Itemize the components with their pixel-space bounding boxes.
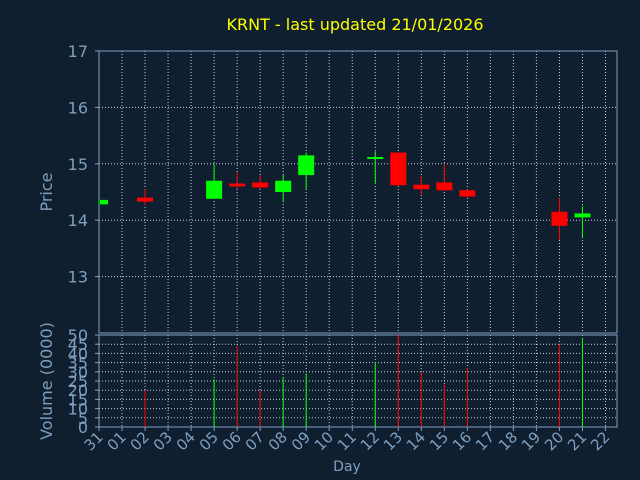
volume-series [144, 335, 583, 427]
candle-body-12 [367, 157, 384, 160]
volume-tick-label-30: 30 [68, 363, 88, 382]
volume-tick-label-40: 40 [68, 344, 88, 363]
volume-tick-label-20: 20 [68, 381, 88, 400]
price-panel-grid [98, 50, 617, 333]
candle-12 [367, 151, 384, 184]
volume-tick-label-50: 50 [68, 326, 88, 345]
price-axis-ticks: 13 14 15 16 17 [68, 42, 99, 287]
candle-body-16 [459, 190, 476, 197]
candle-body-15 [436, 182, 453, 191]
candle-14 [413, 176, 430, 195]
volume-tick-label-5: 5 [78, 409, 88, 428]
volume-tick-label-15: 15 [68, 390, 88, 409]
price-tick-label-16: 16 [68, 98, 88, 117]
candlestick-series [98, 151, 591, 240]
candle-08 [275, 175, 292, 202]
volume-panel-grid [98, 334, 617, 428]
candle-body-21 [574, 213, 591, 218]
candle-31 [98, 199, 108, 205]
candle-body-09 [298, 155, 315, 176]
candle-body-13 [390, 152, 407, 186]
candle-05 [206, 163, 223, 199]
price-panel-frame [98, 50, 618, 334]
price-axis-label: Price [37, 172, 56, 211]
volume-tick-label-25: 25 [68, 372, 88, 391]
candle-body-08 [275, 180, 292, 192]
volume-tick-label-35: 35 [68, 354, 88, 373]
candle-06 [229, 172, 246, 190]
chart-title: KRNT - last updated 21/01/2026 [226, 15, 483, 34]
candle-body-06 [229, 183, 246, 187]
candle-09 [298, 152, 315, 190]
price-tick-label-17: 17 [68, 42, 88, 61]
candle-02 [137, 189, 154, 205]
volume-tick-label-0: 0 [78, 418, 88, 437]
volume-tick-label-45: 45 [68, 335, 88, 354]
candle-16 [459, 189, 476, 198]
candle-20 [551, 197, 568, 240]
candle-13 [390, 152, 407, 187]
candle-07 [252, 175, 269, 190]
x-axis-label: Day [333, 459, 361, 475]
candle-body-31 [100, 199, 108, 205]
candle-body-14 [413, 184, 430, 190]
volume-tick-label-10: 10 [68, 400, 88, 419]
x-tick-label-22: 22 [587, 428, 613, 454]
price-tick-label-13: 13 [68, 268, 88, 287]
candle-21 [574, 206, 591, 238]
x-axis-ticks: 3101020304050607080910111213141516171819… [81, 427, 613, 454]
candle-body-05 [206, 180, 223, 199]
volume-axis-label: Volume (0000) [37, 322, 56, 440]
price-tick-label-14: 14 [68, 211, 88, 230]
candle-body-02 [137, 197, 154, 202]
candle-15 [436, 163, 453, 191]
candle-body-07 [252, 182, 269, 188]
candle-body-20 [551, 211, 568, 226]
price-tick-label-15: 15 [68, 155, 88, 174]
price-panel-border [98, 50, 618, 334]
